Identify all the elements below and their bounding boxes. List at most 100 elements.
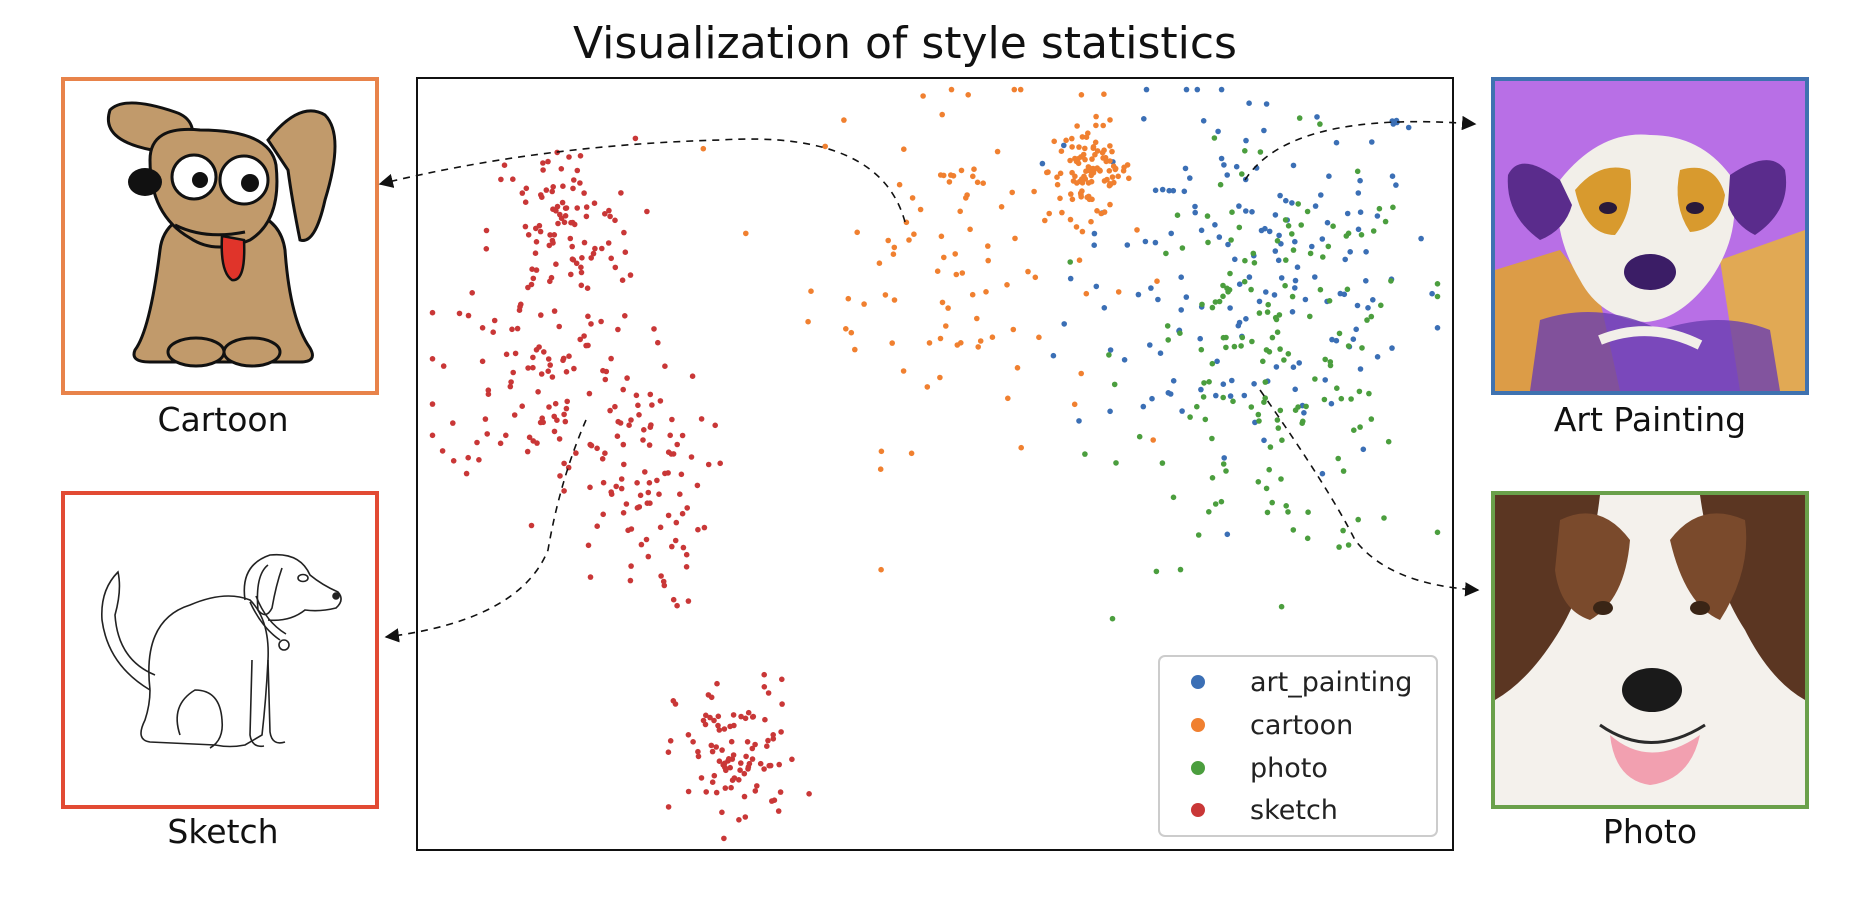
scatter-point-photo [1263, 485, 1270, 492]
scatter-point-art-painting [1278, 275, 1285, 281]
scatter-point-cartoon [1083, 168, 1089, 174]
scatter-point-cartoon [909, 195, 916, 201]
scatter-point-cartoon [1069, 169, 1075, 176]
scatter-point-cartoon [1036, 334, 1042, 341]
scatter-point-art-painting [1093, 283, 1100, 290]
scatter-point-art-painting [1214, 358, 1220, 365]
scatter-point-sketch [483, 246, 490, 252]
scatter-point-cartoon [900, 368, 907, 374]
scatter-point-art-painting [1272, 212, 1279, 218]
arrow-to-sketch [384, 419, 587, 643]
scatter-point-photo [1201, 380, 1207, 386]
scatter-point-sketch [551, 308, 558, 314]
legend-marker-cartoon [1191, 718, 1205, 732]
scatter-point-photo [1304, 535, 1311, 542]
scatter-point-photo [1295, 201, 1301, 207]
scatter-point-cartoon [1101, 147, 1107, 153]
scatter-point-sketch [561, 460, 567, 467]
scatter-point-sketch [585, 313, 591, 320]
scatter-point-sketch [736, 817, 742, 823]
scatter-point-photo [1205, 239, 1211, 246]
scatter-point-sketch [618, 476, 625, 482]
scatter-point-photo [1217, 181, 1224, 188]
scatter-point-sketch [541, 349, 547, 355]
scatter-point-photo [1364, 317, 1370, 323]
scatter-point-photo [1174, 212, 1181, 218]
scatter-point-sketch [702, 721, 709, 728]
scatter-point-sketch [779, 701, 785, 707]
scatter-point-sketch [525, 365, 531, 371]
scatter-point-sketch [749, 756, 756, 762]
scatter-point-art-painting [1301, 410, 1307, 416]
scatter-point-sketch [519, 403, 525, 410]
scatter-point-photo [1179, 245, 1186, 251]
scatter-point-art-painting [1249, 209, 1255, 215]
scatter-point-sketch [744, 739, 751, 745]
scatter-point-sketch [579, 254, 585, 261]
scatter-point-sketch [522, 223, 529, 230]
scatter-point-art-painting [1363, 249, 1369, 255]
scatter-point-photo [1334, 385, 1340, 392]
scatter-point-sketch [585, 542, 592, 549]
scatter-point-art-painting [1290, 364, 1297, 371]
scatter-point-photo [1336, 330, 1343, 337]
scatter-point-photo [1113, 460, 1119, 466]
scatter-point-sketch [719, 809, 725, 816]
scatter-point-art-painting [1200, 118, 1207, 124]
scatter-point-photo [1298, 222, 1304, 228]
scatter-point-art-painting [1061, 321, 1067, 327]
scatter-point-photo [1345, 542, 1352, 548]
scatter-point-sketch [722, 785, 729, 791]
scatter-point-cartoon [876, 260, 883, 267]
scatter-point-sketch [602, 211, 608, 217]
scatter-point-sketch [731, 775, 738, 781]
scatter-point-cartoon [878, 566, 884, 573]
scatter-point-cartoon [1011, 86, 1018, 93]
scatter-point-cartoon [920, 93, 926, 99]
scatter-point-photo [1223, 344, 1229, 351]
scatter-point-photo [1359, 345, 1365, 351]
scatter-point-cartoon [1018, 444, 1024, 451]
scatter-point-sketch [543, 187, 550, 193]
scatter-point-cartoon [822, 143, 828, 150]
scatter-point-cartoon [1067, 216, 1074, 223]
scatter-point-sketch [688, 454, 695, 460]
scatter-point-art-painting [1215, 128, 1221, 135]
scatter-point-sketch [594, 445, 600, 452]
scatter-point-photo [1250, 250, 1257, 257]
scatter-point-cartoon [1069, 196, 1076, 203]
scatter-point-photo [1255, 479, 1262, 485]
scatter-point-sketch [684, 505, 690, 511]
scatter-point-photo [1289, 231, 1295, 237]
scatter-point-sketch [538, 371, 545, 377]
scatter-point-cartoon [939, 111, 945, 118]
scatter-point-photo [1307, 250, 1314, 257]
panel-sketch-frame [61, 491, 379, 809]
scatter-point-sketch [581, 239, 588, 246]
scatter-point-photo [1177, 330, 1183, 337]
scatter-point-photo [1317, 121, 1323, 127]
scatter-point-sketch [536, 344, 542, 350]
scatter-point-art-painting [1107, 408, 1113, 415]
scatter-point-photo [1238, 343, 1244, 349]
scatter-point-sketch [728, 784, 734, 791]
scatter-point-sketch [586, 390, 593, 397]
scatter-point-art-painting [1216, 234, 1223, 240]
scatter-point-sketch [557, 473, 563, 479]
scatter-point-sketch [711, 717, 717, 724]
scatter-point-sketch [590, 250, 597, 257]
scatter-point-cartoon [1115, 173, 1121, 180]
scatter-point-sketch [641, 427, 647, 433]
scatter-point-sketch [690, 739, 696, 745]
scatter-point-sketch [620, 510, 627, 516]
scatter-point-art-painting [1152, 239, 1159, 246]
scatter-point-photo [1335, 455, 1341, 462]
legend-marker-sketch [1191, 803, 1205, 817]
scatter-point-sketch [545, 158, 551, 165]
scatter-point-art-painting [1183, 294, 1190, 300]
scatter-points [429, 86, 1441, 842]
scatter-point-sketch [537, 228, 544, 235]
scatter-point-sketch [509, 326, 515, 333]
scatter-point-photo [1256, 310, 1263, 316]
scatter-point-cartoon [861, 301, 867, 307]
